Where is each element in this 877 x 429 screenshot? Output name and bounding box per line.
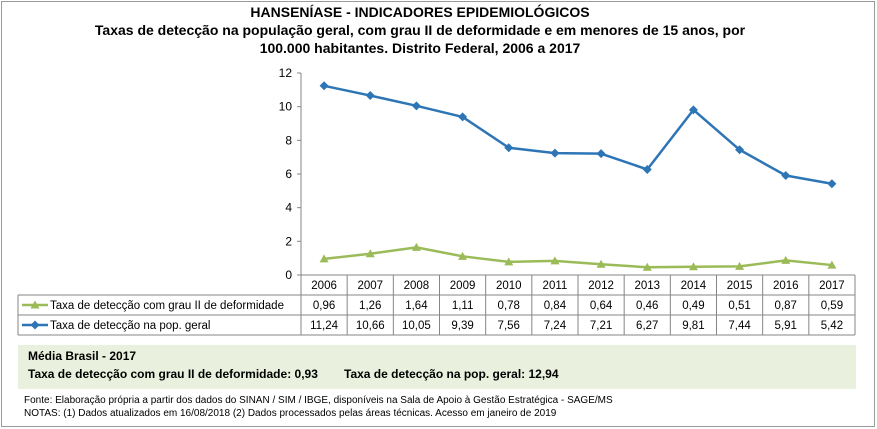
y-tick-label: 0 — [285, 268, 292, 282]
data-table-cell: 0,46 — [636, 300, 658, 312]
y-tick-label: 8 — [285, 133, 292, 147]
data-table-cell: 11,24 — [310, 320, 339, 332]
data-table-cell: 10,66 — [356, 320, 385, 332]
data-table-cell: 9,81 — [682, 320, 704, 332]
data-table-cell: 7,56 — [498, 320, 520, 332]
brazil-average-box: Média Brasil - 2017 Taxa de detecção com… — [18, 345, 856, 389]
x-category-label: 2009 — [450, 280, 476, 292]
data-point-grade2-deformity — [504, 257, 514, 266]
data-point-general-population — [319, 81, 329, 91]
data-table-cell: 10,05 — [402, 320, 431, 332]
legend-triangle-marker — [30, 300, 40, 309]
legend-series-label: Taxa de detecção com grau II de deformid… — [50, 300, 284, 312]
brazil-average-heading: Média Brasil - 2017 — [28, 349, 137, 363]
x-category-label: 2010 — [496, 280, 522, 292]
x-category-label: 2008 — [404, 280, 430, 292]
data-point-general-population — [504, 143, 514, 153]
data-point-grade2-deformity — [319, 254, 329, 263]
footer-notes: NOTAS: (1) Dados atualizados em 16/08/20… — [24, 408, 557, 419]
brazil-average-grade2: Taxa de detecção com grau II de deformid… — [28, 367, 318, 381]
chart-title-main: HANSENÍASE - INDICADORES EPIDEMIOLÓGICOS — [250, 4, 590, 20]
data-point-grade2-deformity — [458, 251, 468, 260]
data-table-cell: 7,21 — [590, 320, 612, 332]
data-table-cell: 0,78 — [498, 300, 520, 312]
data-point-general-population — [458, 112, 468, 122]
data-point-general-population — [688, 105, 698, 115]
x-category-label: 2013 — [634, 280, 660, 292]
data-point-grade2-deformity — [411, 242, 421, 251]
data-point-general-population — [411, 101, 421, 111]
x-category-label: 2007 — [357, 280, 383, 292]
x-category-label: 2016 — [773, 280, 799, 292]
brazil-average-general: Taxa de detecção na pop. geral: 12,94 — [344, 367, 559, 381]
data-table-cell: 0,49 — [682, 300, 704, 312]
data-table-cell: 9,39 — [451, 320, 473, 332]
x-category-label: 2012 — [588, 280, 614, 292]
data-table-cell: 0,87 — [775, 300, 797, 312]
data-point-general-population — [365, 91, 375, 101]
legend-diamond-marker — [30, 320, 40, 330]
y-tick-label: 2 — [285, 234, 292, 248]
data-point-grade2-deformity — [827, 260, 837, 269]
x-category-label: 2017 — [819, 280, 845, 292]
data-point-general-population — [781, 171, 791, 181]
x-category-label: 2011 — [543, 280, 568, 292]
data-table-cell: 0,64 — [590, 300, 613, 312]
data-table-cell: 1,26 — [359, 300, 381, 312]
legend-series-label: Taxa de detecção na pop. geral — [50, 320, 210, 332]
data-table-cell: 7,44 — [728, 320, 751, 332]
data-point-general-population — [596, 149, 606, 159]
series-line-grade2-deformity — [323, 246, 833, 269]
y-tick-label: 6 — [285, 167, 292, 181]
data-table-cell: 0,51 — [728, 300, 750, 312]
data-point-grade2-deformity — [781, 255, 791, 264]
series-line-general-population — [323, 84, 833, 185]
data-table-cell: 5,91 — [775, 320, 797, 332]
y-tick-label: 4 — [285, 201, 292, 215]
x-category-label: 2014 — [681, 280, 707, 292]
data-point-general-population — [735, 145, 745, 155]
data-point-grade2-deformity — [596, 259, 606, 268]
x-category-label: 2015 — [727, 280, 753, 292]
data-table-cell: 0,84 — [544, 300, 567, 312]
data-point-grade2-deformity — [735, 261, 745, 270]
line-chart-with-data-table: 0 2 4 6 8 10 12 2006 2007 2008 2009 2010 2011 2012 201… — [17, 66, 856, 336]
data-point-grade2-deformity — [550, 256, 560, 265]
data-point-grade2-deformity — [642, 262, 652, 271]
y-tick-label: 10 — [279, 100, 293, 114]
y-tick-label: 12 — [279, 66, 293, 80]
data-point-grade2-deformity — [688, 262, 698, 271]
data-table-cell: 6,27 — [636, 320, 658, 332]
data-table-cell: 5,42 — [821, 320, 843, 332]
data-table-cell: 1,11 — [452, 300, 474, 312]
data-point-general-population — [642, 164, 652, 174]
chart-title-line-3: 100.000 habitantes. Distrito Federal, 20… — [259, 40, 581, 56]
data-table-cell: 0,96 — [313, 300, 335, 312]
data-point-general-population — [827, 179, 837, 189]
data-table-cell: 1,64 — [405, 300, 428, 312]
chart-title-line-2: Taxas de detecção na população geral, co… — [94, 22, 746, 38]
x-category-label: 2006 — [311, 280, 337, 292]
data-point-general-population — [550, 148, 560, 158]
data-point-grade2-deformity — [365, 249, 375, 258]
data-table-cell: 0,59 — [821, 300, 843, 312]
data-table-cell: 7,24 — [544, 320, 567, 332]
footer-source: Fonte: Elaboração própria a partir dos d… — [24, 395, 613, 406]
title-block: HANSENÍASE - INDICADORES EPIDEMIOLÓGICOS… — [0, 4, 840, 57]
